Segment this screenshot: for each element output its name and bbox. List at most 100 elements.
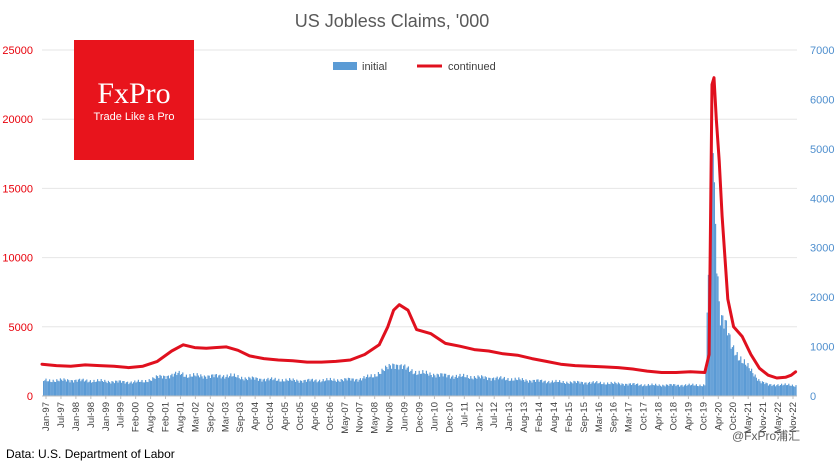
initial-bar: [609, 384, 611, 396]
initial-bar: [640, 384, 642, 396]
initial-bar: [130, 381, 132, 396]
initial-bar: [499, 377, 501, 396]
x-tick-label: Jul-97: [56, 402, 67, 428]
initial-bar: [674, 384, 676, 396]
initial-bar: [549, 383, 551, 396]
initial-bar: [751, 368, 753, 396]
initial-bar: [301, 380, 303, 396]
initial-bar: [296, 379, 298, 396]
initial-bar: [667, 384, 669, 396]
initial-bar: [335, 381, 337, 396]
initial-bar: [209, 378, 211, 396]
initial-bar: [263, 378, 265, 396]
initial-bar: [446, 377, 448, 396]
initial-bar: [754, 374, 756, 396]
initial-bar: [56, 379, 58, 396]
initial-bar: [200, 374, 202, 396]
initial-bar: [772, 384, 774, 396]
initial-bar: [412, 374, 414, 396]
initial-bar: [214, 374, 216, 396]
initial-bar: [197, 375, 199, 396]
x-tick-label: Nov-07: [355, 402, 366, 433]
initial-bar: [563, 383, 565, 396]
initial-bar: [429, 372, 431, 396]
initial-bar: [67, 379, 69, 396]
initial-bar: [193, 373, 195, 396]
initial-bar: [523, 379, 525, 396]
initial-bar: [605, 384, 607, 396]
initial-bar: [421, 373, 423, 396]
initial-bar: [592, 381, 594, 396]
initial-bar: [487, 380, 489, 396]
initial-bar: [742, 363, 744, 396]
initial-bar: [459, 373, 461, 396]
initial-bar: [622, 384, 624, 396]
initial-bar: [539, 380, 541, 396]
initial-bar: [53, 381, 55, 396]
initial-bar: [577, 380, 579, 396]
x-tick-label: Oct-17: [639, 402, 650, 431]
initial-bar: [310, 379, 312, 396]
initial-bar: [632, 383, 634, 396]
initial-bar: [75, 379, 77, 396]
initial-bar: [439, 376, 441, 396]
initial-bar: [659, 385, 661, 396]
initial-bar: [769, 384, 771, 396]
right-tick-label: 4000: [810, 193, 834, 205]
initial-bar: [641, 386, 643, 396]
initial-bar: [183, 376, 185, 396]
initial-bar: [573, 380, 575, 396]
initial-bar: [394, 369, 396, 396]
initial-bar: [551, 380, 553, 396]
initial-bar: [722, 315, 724, 396]
initial-bar: [351, 378, 353, 396]
initial-bar: [428, 375, 430, 396]
initial-bar: [59, 378, 61, 396]
initial-bar: [627, 385, 629, 396]
initial-bar: [291, 380, 293, 396]
initial-bar: [560, 382, 562, 396]
initial-bar: [411, 369, 413, 396]
x-tick-label: Feb-14: [534, 402, 545, 432]
initial-bar: [175, 371, 177, 396]
left-tick-label: 25000: [2, 45, 33, 57]
initial-bar: [164, 376, 166, 396]
initial-bar: [764, 384, 766, 396]
initial-bar: [568, 383, 570, 396]
initial-bar: [687, 384, 689, 396]
x-tick-label: Sep-03: [235, 402, 246, 433]
initial-bar: [637, 383, 639, 396]
initial-bar: [376, 376, 378, 396]
initial-bar: [68, 380, 70, 396]
initial-bar: [147, 382, 149, 396]
initial-bar: [473, 376, 475, 396]
initial-bar: [569, 381, 571, 396]
initial-bar: [683, 385, 685, 396]
initial-bar: [669, 383, 671, 396]
initial-bar: [238, 378, 240, 396]
initial-bar: [127, 381, 129, 396]
initial-bar: [369, 376, 371, 396]
initial-bar: [662, 384, 664, 396]
x-tick-label: May-07: [340, 402, 351, 434]
initial-bar: [453, 378, 455, 396]
initial-bar: [142, 382, 144, 396]
initial-bar: [494, 380, 496, 396]
initial-bar: [281, 379, 283, 396]
initial-bar: [58, 381, 60, 396]
initial-bar: [413, 373, 415, 396]
initial-bar: [311, 378, 313, 396]
initial-bar: [699, 384, 701, 396]
initial-bar: [365, 376, 367, 396]
initial-bar: [51, 382, 53, 396]
initial-bar: [305, 381, 307, 396]
initial-bar: [717, 276, 719, 396]
initial-bar: [409, 371, 411, 396]
initial-bar: [763, 381, 765, 396]
initial-bar: [135, 382, 137, 396]
initial-bar: [207, 375, 209, 396]
initial-bar: [753, 376, 755, 396]
initial-bar: [332, 380, 334, 396]
initial-bar: [423, 373, 425, 396]
initial-bar: [74, 380, 76, 396]
